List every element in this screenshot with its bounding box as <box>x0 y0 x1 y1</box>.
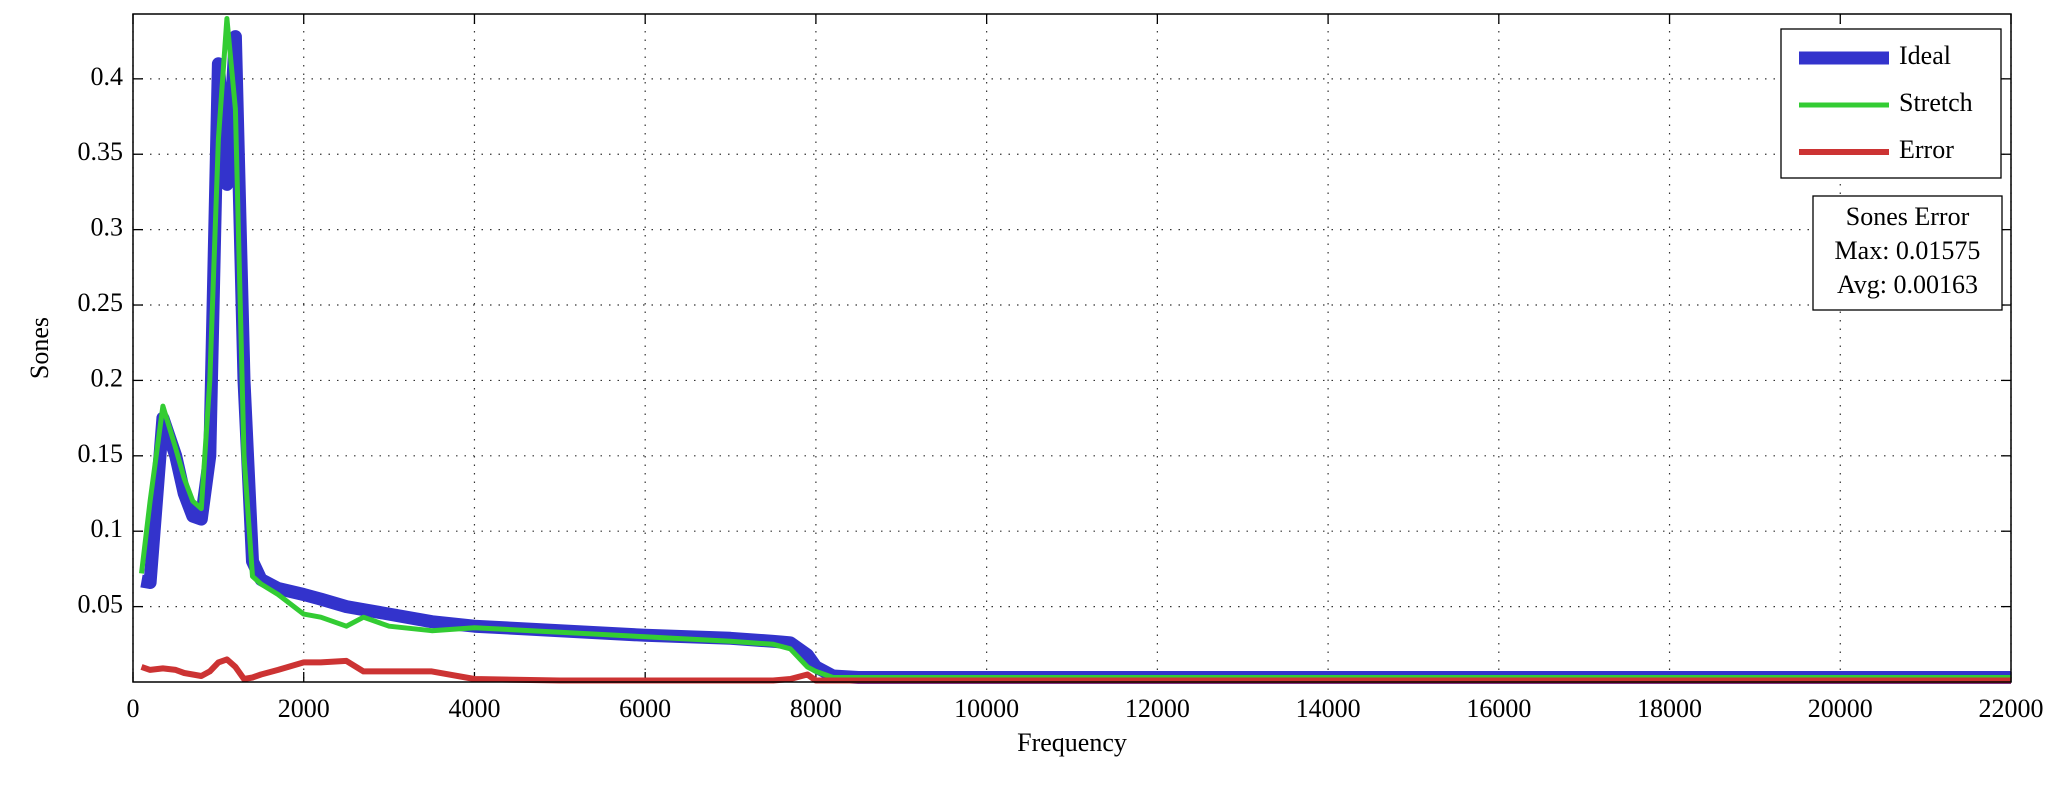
y-tick-label: 0.2 <box>91 363 124 392</box>
y-tick-label: 0.4 <box>91 62 124 91</box>
x-tick-label: 18000 <box>1637 694 1702 723</box>
plot-area <box>133 14 2011 682</box>
x-tick-label: 2000 <box>278 694 330 723</box>
x-tick-label: 10000 <box>954 694 1019 723</box>
x-tick-label: 14000 <box>1296 694 1361 723</box>
x-tick-label: 0 <box>127 694 140 723</box>
x-tick-label: 6000 <box>619 694 671 723</box>
y-tick-label: 0.35 <box>78 137 124 166</box>
y-tick-label: 0.25 <box>78 288 124 317</box>
y-tick-label: 0.3 <box>91 213 124 242</box>
legend-label: Stretch <box>1899 88 1973 117</box>
x-tick-label: 4000 <box>448 694 500 723</box>
y-tick-label: 0.15 <box>78 439 124 468</box>
x-tick-label: 16000 <box>1466 694 1531 723</box>
annotation-text: Sones Error <box>1846 202 1970 231</box>
annotation-text: Avg: 0.00163 <box>1837 270 1978 299</box>
series-line <box>140 656 2011 684</box>
series-line <box>140 30 2011 684</box>
legend-label: Ideal <box>1899 41 1951 70</box>
axes-frame <box>132 13 2012 683</box>
y-tick-label: 0.1 <box>91 514 124 543</box>
y-tick-label: 0.05 <box>78 590 124 619</box>
series-line <box>139 16 2011 680</box>
x-tick-label: 12000 <box>1125 694 1190 723</box>
x-tick-label: 20000 <box>1808 694 1873 723</box>
x-axis-label: Frequency <box>1017 728 1127 757</box>
legend-label: Error <box>1899 135 1954 164</box>
x-tick-label: 8000 <box>790 694 842 723</box>
x-tick-label: 22000 <box>1979 694 2044 723</box>
annotation-text: Max: 0.01575 <box>1835 236 1981 265</box>
annotation-box <box>1812 195 2003 311</box>
y-axis-label: Sones <box>25 317 54 379</box>
